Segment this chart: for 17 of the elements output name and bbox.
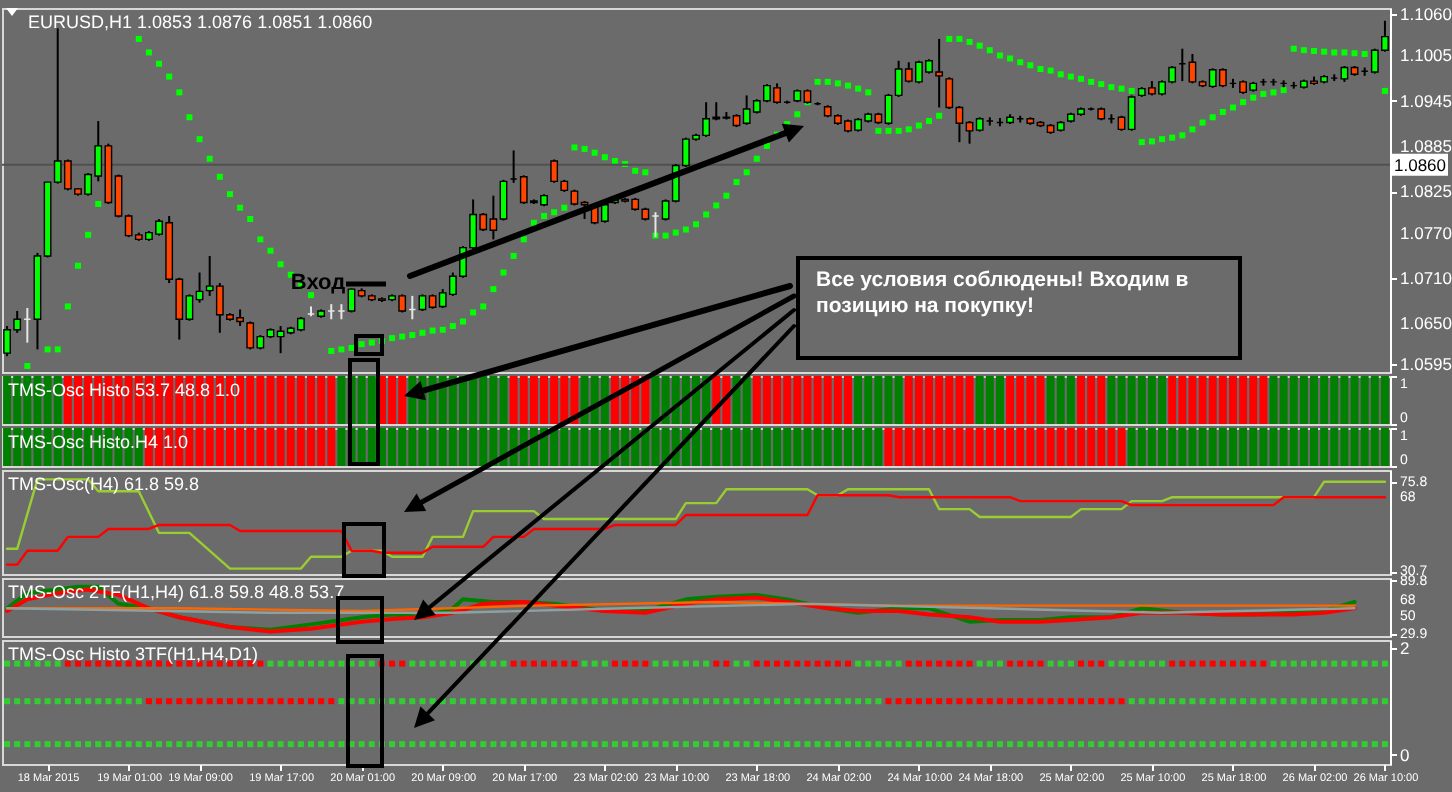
y-tick-label: 1.1005 [1400,45,1452,66]
line-series [5,494,1387,566]
y-tick-label: 2 [1400,637,1410,658]
chart-title: TMS-Osc Histo 3TF(H1,H4,D1) [8,644,259,664]
callout-box: Все условия соблюдены! Входим в позицию на покупку! [796,256,1242,360]
y-tick-label: 1.1060 [1400,4,1452,25]
y-tick-label: 1.0885 [1400,135,1452,156]
y-tick-label: 1.0825 [1400,181,1452,202]
chart-title: EURUSD,H1 1.0853 1.0876 1.0851 1.0860 [28,12,373,32]
y-tick-label: 1.0770 [1400,222,1452,243]
y-tick-label: 1.0710 [1400,267,1452,288]
y-tick-label: 1.0650 [1400,313,1452,334]
y-tick-label: 0 [1400,744,1410,765]
y-tick-label: 1.0595 [1400,354,1452,375]
y-tick-label: 1.0945 [1400,90,1452,111]
ref-line-label: 1.0860 [1394,154,1447,175]
annotation: Вход [290,271,346,296]
